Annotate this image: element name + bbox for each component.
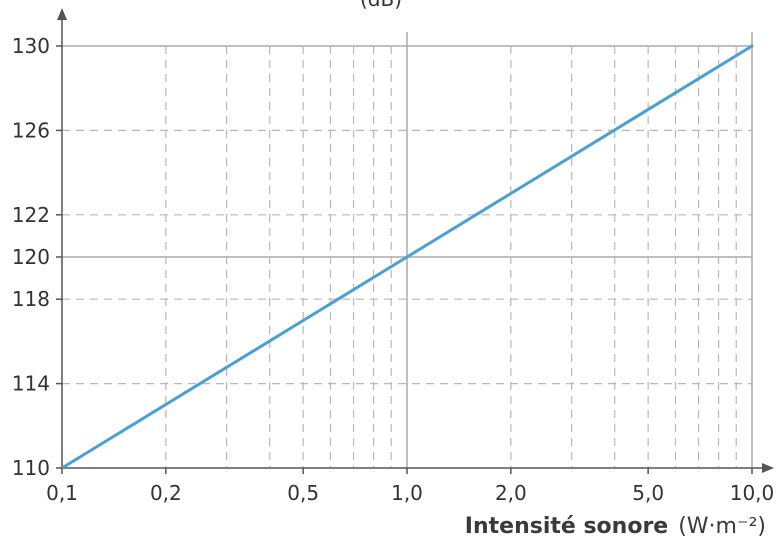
x-tick-label: 0,2 [150,481,182,505]
y-axis-arrow [57,8,67,20]
series-layer [60,44,754,470]
y-axis-title-partial: (dB) [360,0,402,11]
x-axis-title: Intensité sonore (W·m⁻²) [465,514,766,539]
series-line [60,44,754,470]
x-tick-label: 2,0 [495,481,527,505]
x-tick-label: 5,0 [632,481,664,505]
x-axis-title-main: Intensité sonore [465,514,668,539]
x-axis-arrow [762,463,774,473]
tick-labels: 0,1 0,2 0,5 1,0 2,0 5,0 10,0 110 114 118 120 122 126… [12,34,774,505]
y-tick-label: 126 [12,118,50,142]
y-tick-label: 118 [12,287,50,311]
x-tick-label: 10,0 [730,481,775,505]
x-tick-label: 0,1 [46,481,78,505]
grid [62,32,753,468]
y-tick-label: 122 [12,203,50,227]
y-tick-label: 120 [12,245,50,269]
x-tick-label: 0,5 [287,481,319,505]
axes [57,8,774,473]
y-tick-label: 114 [12,372,50,396]
y-tick-label: 110 [12,456,50,480]
y-tick-label: 130 [12,34,50,58]
x-tick-label: 1,0 [391,481,423,505]
x-axis-title-unit: (W·m⁻²) [678,514,766,539]
